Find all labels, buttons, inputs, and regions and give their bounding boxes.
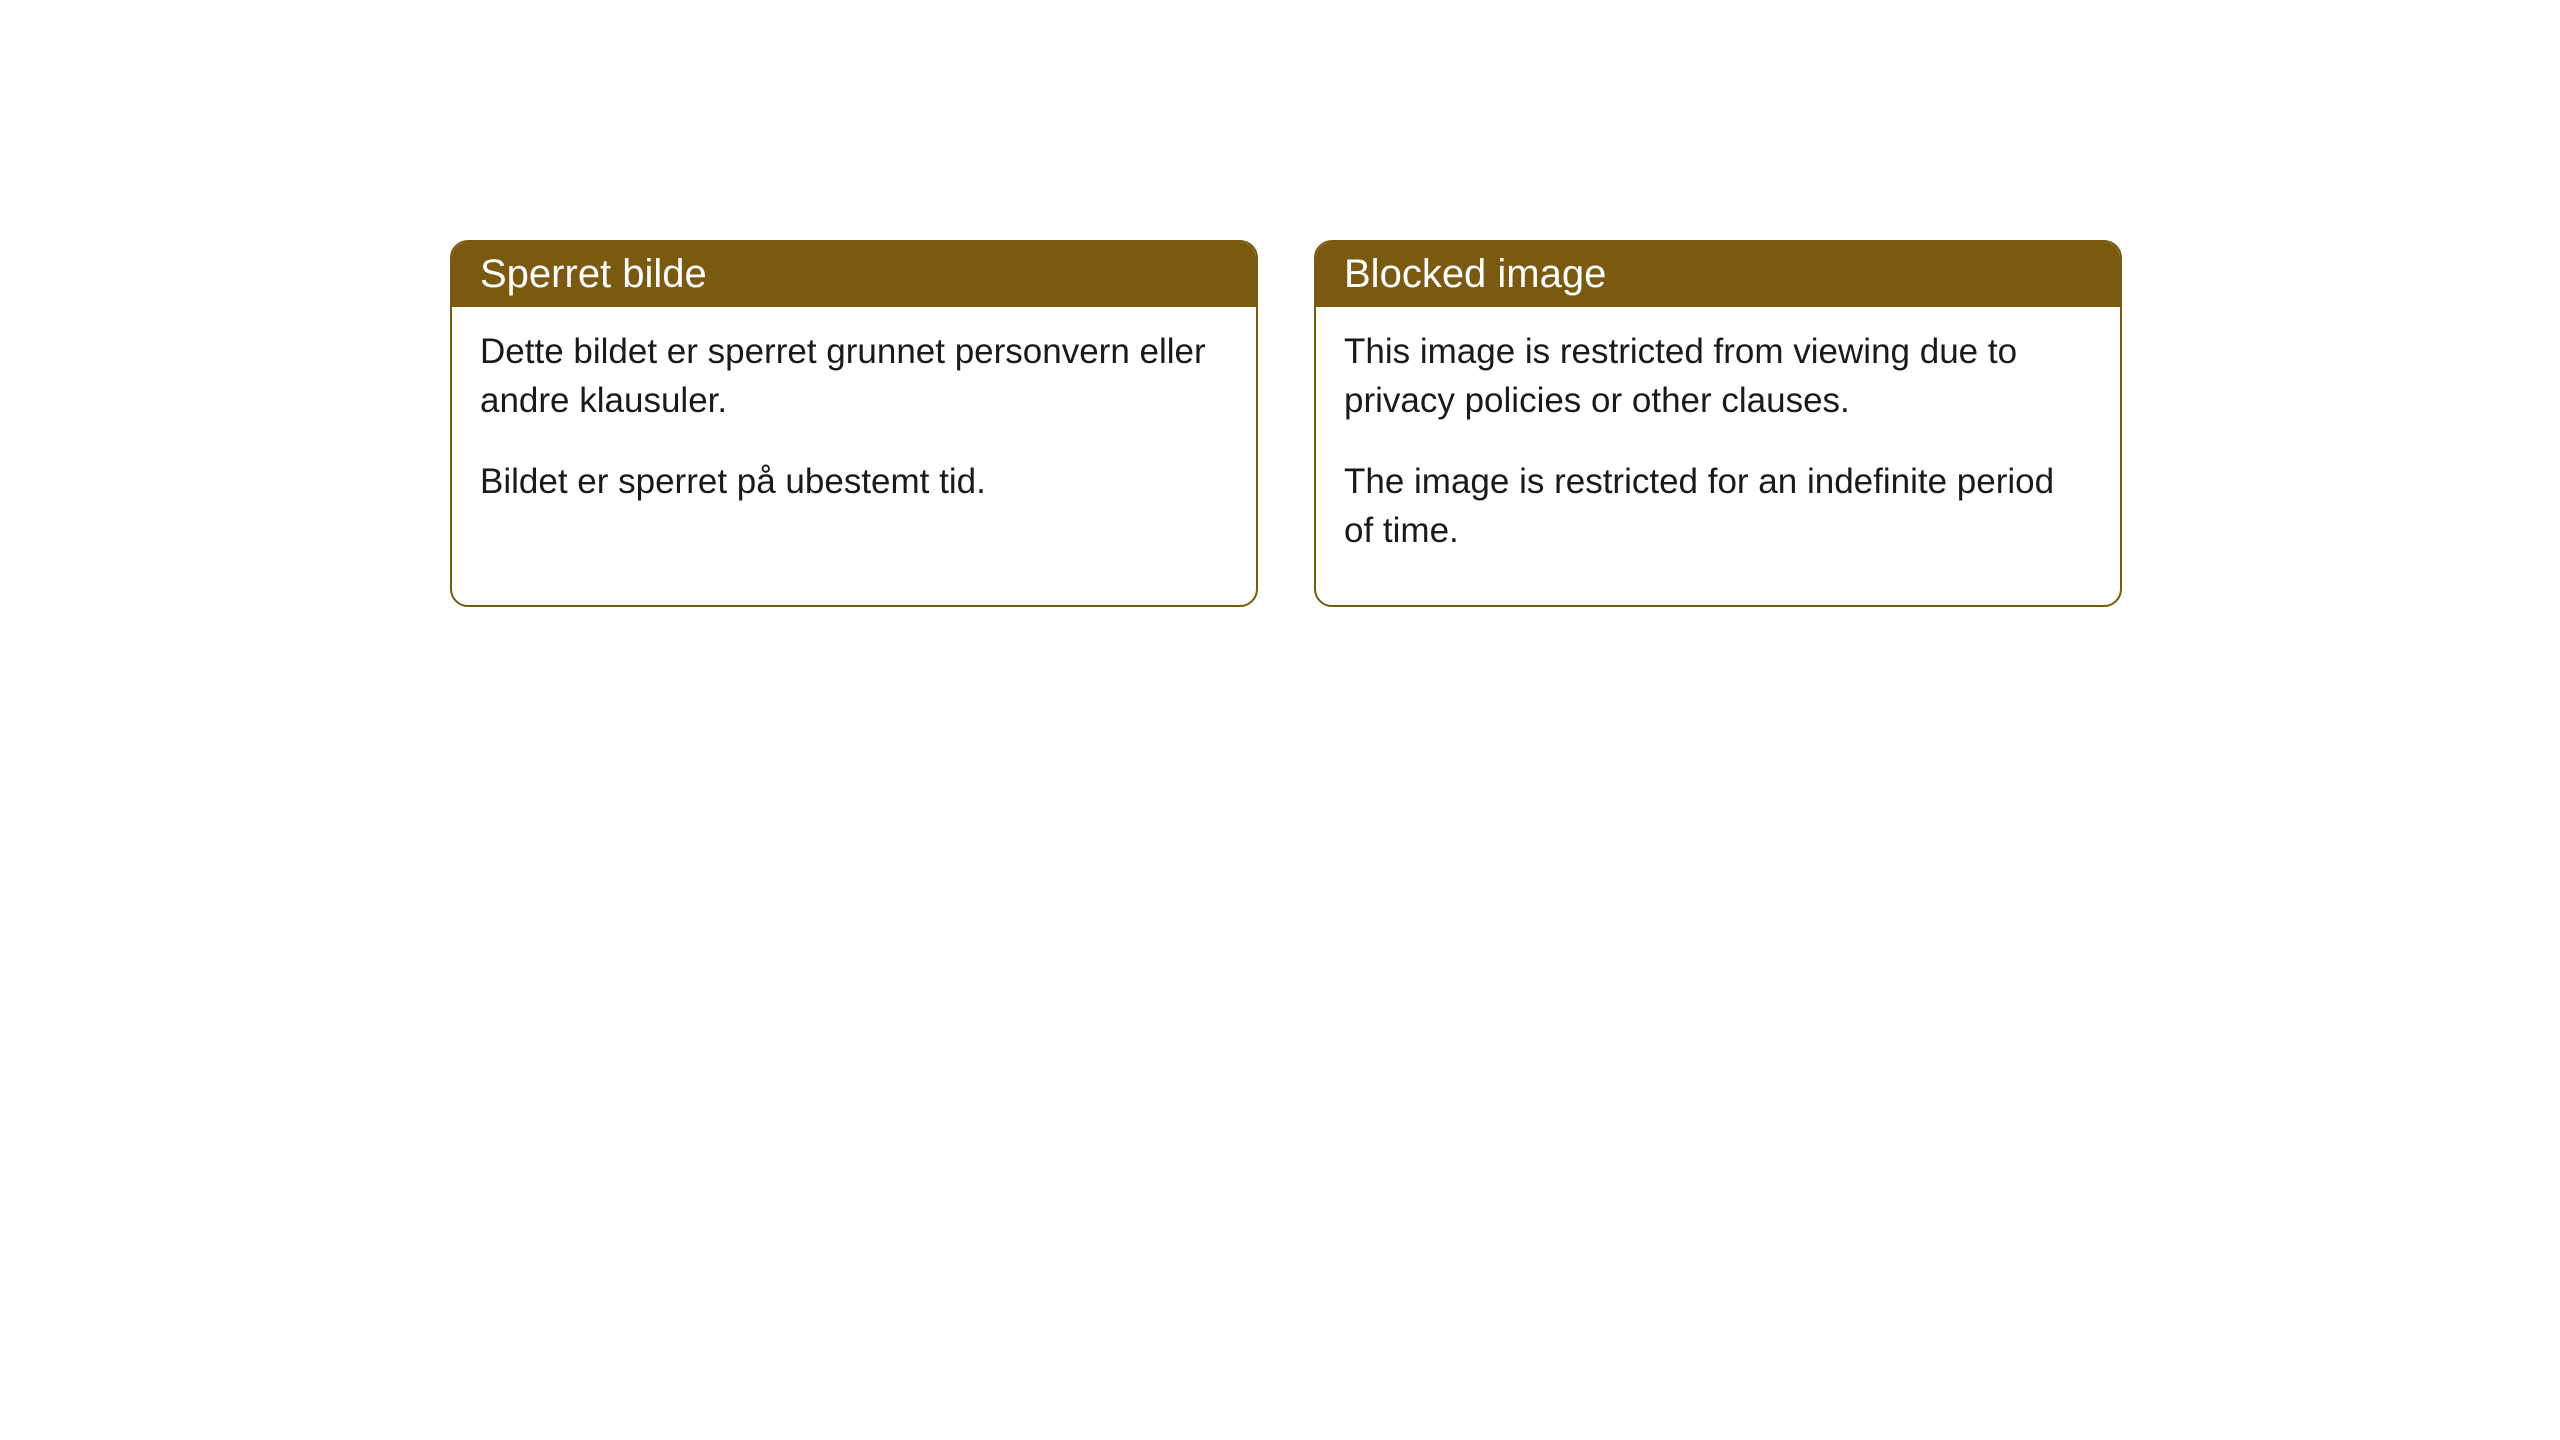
notice-card-body: This image is restricted from viewing du… (1316, 307, 2120, 605)
notice-card-body: Dette bildet er sperret grunnet personve… (452, 307, 1256, 556)
notice-cards-container: Sperret bilde Dette bildet er sperret gr… (450, 240, 2560, 607)
notice-paragraph: Dette bildet er sperret grunnet personve… (480, 327, 1228, 425)
notice-card-norwegian: Sperret bilde Dette bildet er sperret gr… (450, 240, 1258, 607)
notice-paragraph: This image is restricted from viewing du… (1344, 327, 2092, 425)
notice-paragraph: Bildet er sperret på ubestemt tid. (480, 457, 1228, 506)
notice-paragraph: The image is restricted for an indefinit… (1344, 457, 2092, 555)
notice-card-english: Blocked image This image is restricted f… (1314, 240, 2122, 607)
notice-card-title: Sperret bilde (452, 242, 1256, 307)
notice-card-title: Blocked image (1316, 242, 2120, 307)
